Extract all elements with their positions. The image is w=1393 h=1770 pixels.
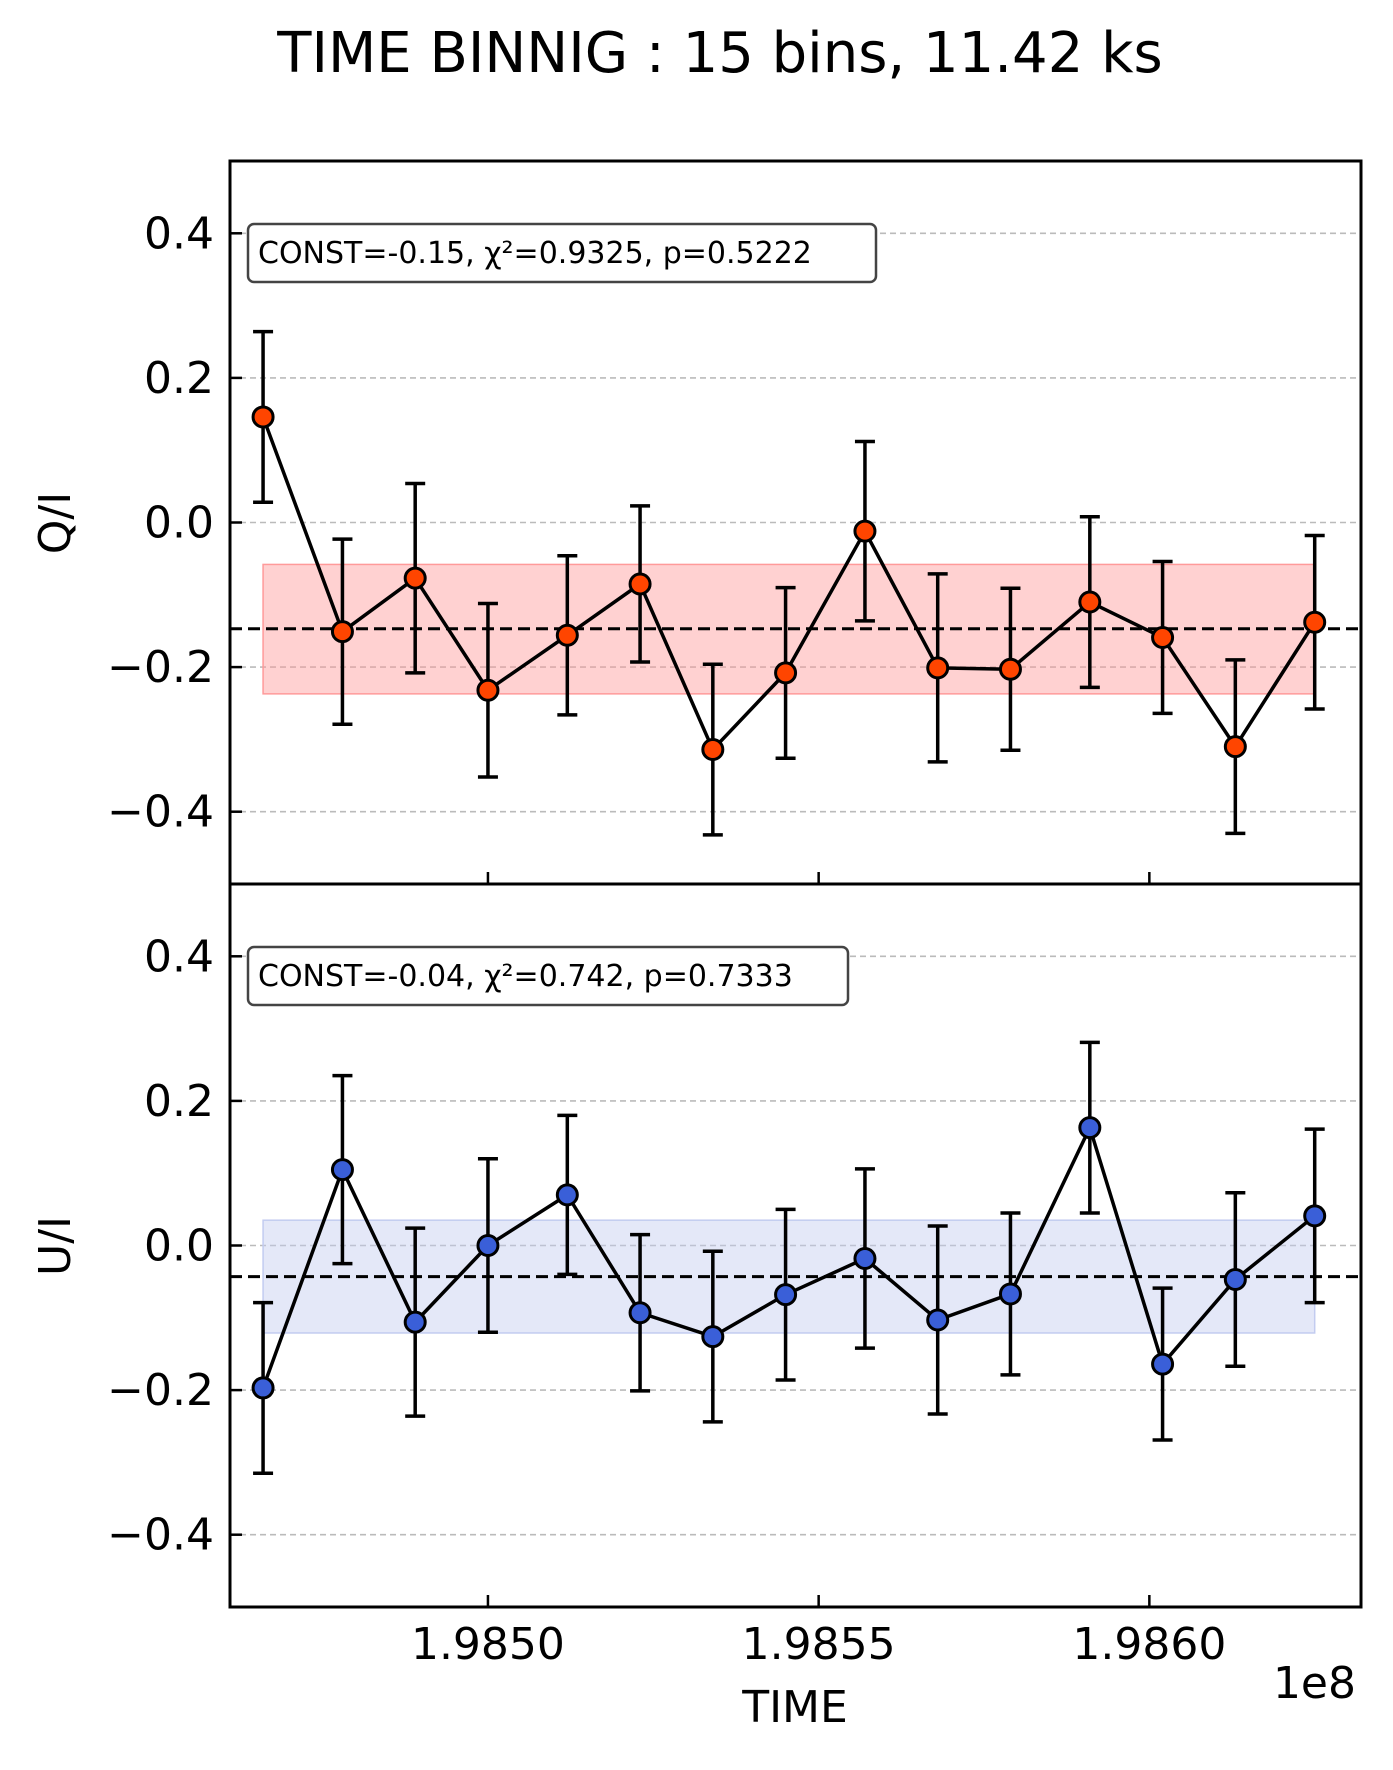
ui-data-point: [403, 1310, 427, 1334]
ui-data-point: [628, 1301, 652, 1325]
ui-data-point: [998, 1282, 1022, 1306]
ui-stat-label: CONST=-0.04, χ²=0.742, p=0.7333: [258, 959, 793, 994]
qi-data-point: [1223, 735, 1247, 759]
qi-data-point: [330, 620, 354, 644]
ui-y-tick-label: 0.0: [144, 1221, 214, 1272]
qi-y-tick-label: 0.2: [144, 353, 214, 404]
ui-data-points: [251, 1116, 1327, 1400]
qi-y-tick-label: −0.4: [107, 787, 214, 838]
ui-x-ticks: 1.9850 1.9855 1.9860: [411, 1595, 1226, 1670]
ui-stat-box: CONST=-0.04, χ²=0.742, p=0.7333: [246, 945, 850, 1007]
qi-y-tick-label: 0.0: [144, 498, 214, 549]
ui-data-point: [1078, 1116, 1102, 1140]
ui-data-point: [853, 1247, 877, 1271]
qi-gridlines: [230, 232, 1361, 813]
ui-data-point: [926, 1308, 950, 1332]
qi-data-point: [1151, 625, 1175, 649]
panel-qi: 0.4 0.2 0.0 −0.2 −0.4 CONST=-0.15, χ²=0.9325…: [30, 159, 1363, 886]
qi-data-point: [926, 656, 950, 680]
qi-data-point: [555, 623, 579, 647]
ui-data-point: [1151, 1352, 1175, 1376]
panel-ui: 0.4 0.2 0.0 −0.2 −0.4 1.9850 1.9855 1.9860 CON…: [30, 882, 1363, 1670]
ui-axes-frame: [228, 882, 1363, 1609]
qi-y-tick-label: −0.2: [107, 642, 214, 693]
ui-data-point: [251, 1376, 275, 1400]
qi-data-point: [628, 572, 652, 596]
qi-y-ticks: 0.4 0.2 0.0 −0.2 −0.4: [107, 208, 242, 838]
ui-data-point: [555, 1183, 579, 1207]
ui-y-tick-label: 0.2: [144, 1076, 214, 1127]
ui-y-tick-label: 0.4: [144, 931, 214, 982]
ui-y-tick-label: −0.4: [107, 1510, 214, 1561]
qi-data-point: [403, 566, 427, 590]
qi-stat-box: CONST=-0.15, χ²=0.9325, p=0.5222: [246, 222, 878, 284]
x-tick-label: 1.9860: [1072, 1619, 1226, 1670]
ui-data-point: [330, 1158, 354, 1182]
qi-data-point: [701, 738, 725, 762]
x-axis-label: TIME: [741, 1682, 848, 1733]
qi-x-ticks: [486, 872, 1151, 884]
chart-title: TIME BINNIG : 15 bins, 11.42 ks: [276, 21, 1162, 86]
ui-y-tick-label: −0.2: [107, 1365, 214, 1416]
qi-data-points: [251, 405, 1327, 762]
qi-y-tick-label: 0.4: [144, 208, 214, 259]
ui-y-axis-label: U/I: [30, 1216, 81, 1276]
ui-data-point: [1223, 1267, 1247, 1291]
x-tick-label: 1.9850: [411, 1619, 565, 1670]
ui-data-point: [774, 1283, 798, 1307]
ui-data-point: [476, 1234, 500, 1257]
ui-data-point: [1303, 1204, 1327, 1228]
qi-data-point: [853, 519, 877, 543]
ui-data-point: [701, 1325, 725, 1349]
qi-data-point: [251, 405, 275, 429]
qi-y-axis-label: Q/I: [30, 492, 81, 554]
x-offset-label: 1e8: [1273, 1658, 1356, 1709]
qi-stat-label: CONST=-0.15, χ²=0.9325, p=0.5222: [258, 236, 812, 271]
qi-data-point: [774, 661, 798, 685]
ui-y-ticks: 0.4 0.2 0.0 −0.2 −0.4: [107, 931, 242, 1561]
qi-data-point: [1078, 590, 1102, 614]
qi-data-point: [1303, 610, 1327, 634]
x-tick-label: 1.9855: [742, 1619, 896, 1670]
qi-data-point: [476, 678, 500, 702]
qi-data-point: [998, 657, 1022, 681]
